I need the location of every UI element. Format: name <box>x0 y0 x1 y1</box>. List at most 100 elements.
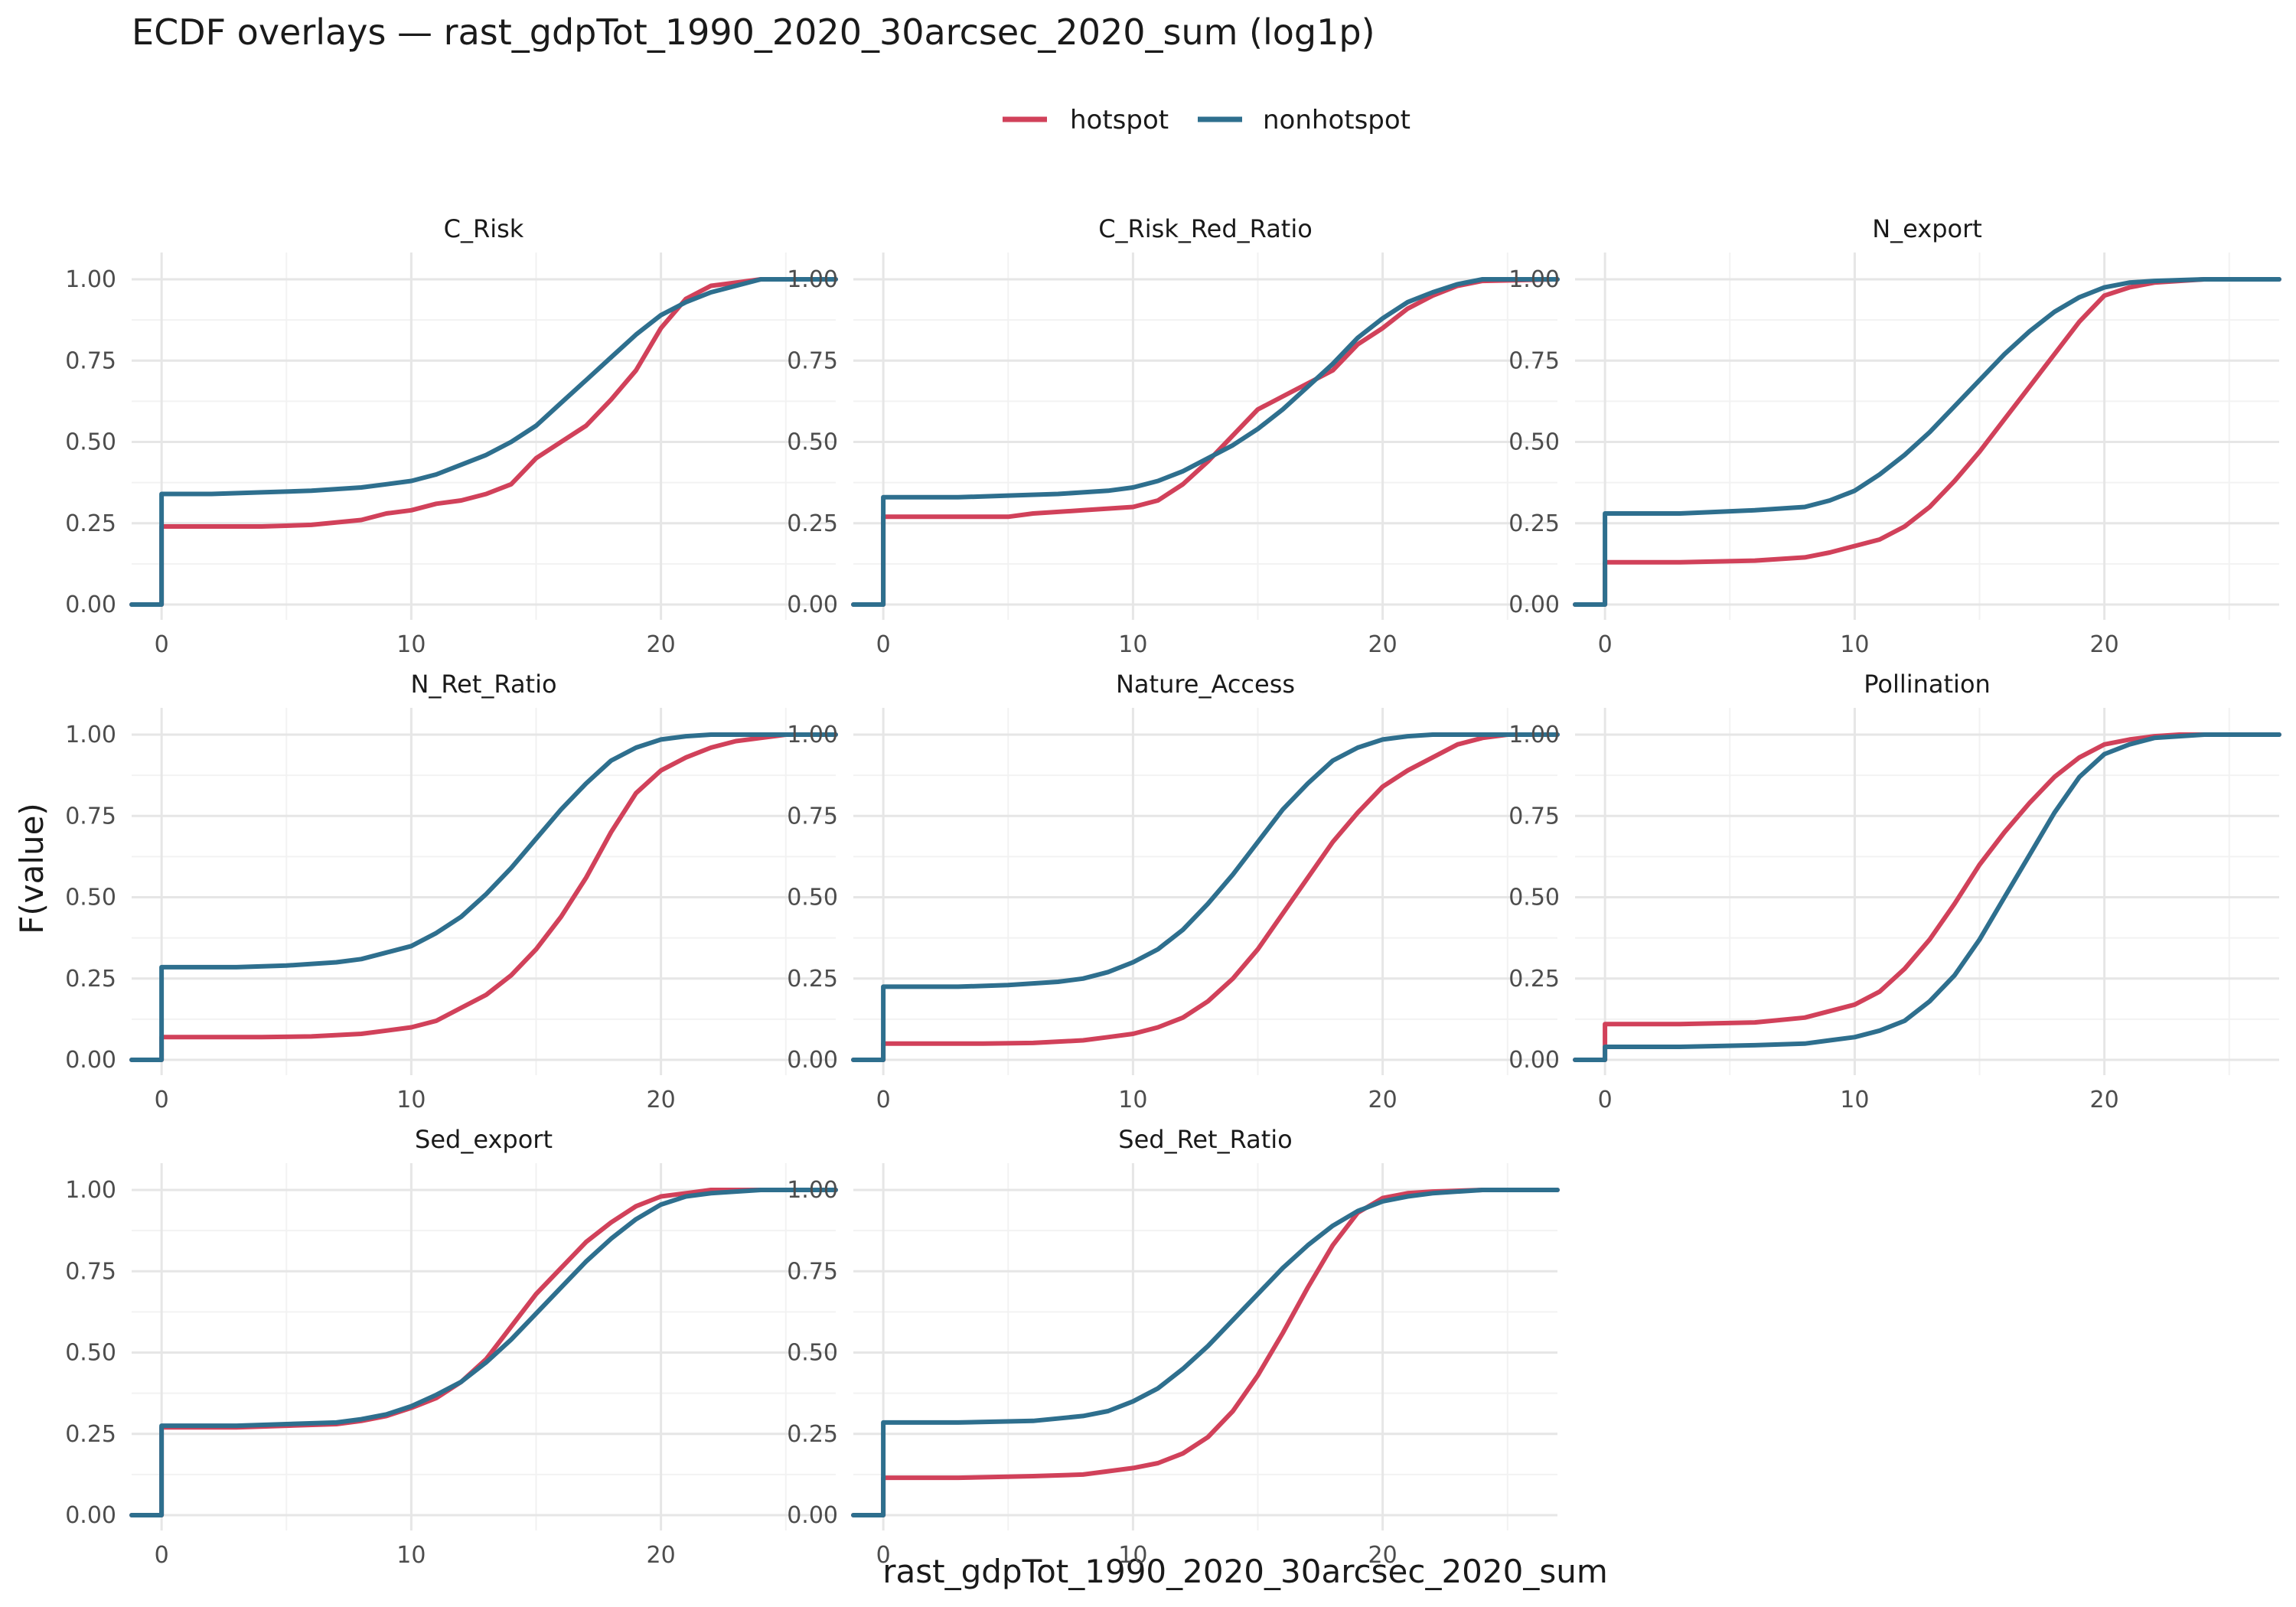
y-tick-label: 0.75 <box>1508 803 1560 830</box>
x-tick-label: 10 <box>1118 631 1147 658</box>
panel-title: N_export <box>1872 214 1982 243</box>
y-tick-label: 0.25 <box>65 1421 116 1448</box>
x-tick-label: 20 <box>2090 631 2119 658</box>
x-tick-label: 20 <box>647 631 676 658</box>
y-tick-label: 1.00 <box>787 722 838 748</box>
y-tick-label: 0.50 <box>787 429 838 456</box>
panel-N_export: N_export 0 10 20 0.00 0.25 0.50 0.75 1.00 <box>1508 214 2281 658</box>
panel-title: Pollination <box>1864 670 1991 699</box>
series-line-nonhotspot <box>851 732 1560 1062</box>
panel-title: C_Risk <box>444 214 524 243</box>
series-line-hotspot <box>129 277 838 607</box>
y-tick-label: 0.50 <box>65 429 116 456</box>
x-tick-label: 10 <box>1118 1542 1147 1569</box>
y-tick-label: 0.75 <box>787 1258 838 1285</box>
x-tick-label: 0 <box>1598 631 1613 658</box>
y-tick-label: 0.50 <box>787 1340 838 1367</box>
x-tick-label: 10 <box>1840 631 1869 658</box>
y-tick-label: 0.50 <box>65 885 116 911</box>
x-tick-label: 10 <box>1840 1087 1869 1113</box>
panel-Pollination: Pollination 0 10 20 0.00 0.25 0.50 0.75 1.00 <box>1508 670 2281 1113</box>
x-tick-label: 20 <box>1368 631 1397 658</box>
x-tick-label: 10 <box>396 1542 426 1569</box>
y-tick-label: 0.75 <box>1508 347 1560 374</box>
y-tick-label: 0.25 <box>65 966 116 993</box>
series-line-nonhotspot <box>1573 732 2281 1062</box>
x-tick-label: 0 <box>155 1542 169 1569</box>
y-axis-title: F(value) <box>13 803 51 934</box>
y-tick-label: 1.00 <box>1508 722 1560 748</box>
x-tick-label: 0 <box>1598 1087 1613 1113</box>
y-tick-label: 0.50 <box>65 1340 116 1367</box>
facet-panels: C_Risk 0 10 20 0.00 0.25 0.50 0.75 1.00 C_Risk_Re… <box>65 214 2281 1569</box>
panel-N_Ret_Ratio: N_Ret_Ratio 0 10 20 0.00 0.25 0.50 0.75 1.00 <box>65 670 838 1113</box>
y-tick-label: 0.00 <box>65 592 116 618</box>
y-tick-label: 0.00 <box>1508 592 1560 618</box>
panel-title: Sed_Ret_Ratio <box>1118 1125 1293 1154</box>
x-tick-label: 0 <box>876 631 891 658</box>
y-tick-label: 0.00 <box>1508 1047 1560 1074</box>
x-tick-label: 0 <box>876 1542 891 1569</box>
y-tick-label: 0.50 <box>1508 429 1560 456</box>
series-line-hotspot <box>1573 732 2281 1062</box>
y-tick-label: 0.25 <box>1508 510 1560 537</box>
series-line-hotspot <box>851 277 1560 607</box>
x-tick-label: 20 <box>1368 1087 1397 1113</box>
y-tick-label: 1.00 <box>1508 266 1560 293</box>
legend-label-nonhotspot: nonhotspot <box>1263 105 1411 135</box>
x-tick-label: 20 <box>647 1542 676 1569</box>
panel-Sed_Ret_Ratio: Sed_Ret_Ratio 0 10 20 0.00 0.25 0.50 0.75 1.00 <box>787 1125 1560 1569</box>
series-line-nonhotspot <box>851 1188 1560 1517</box>
x-axis-title: rast_gdpTot_1990_2020_30arcsec_2020_sum <box>882 1553 1608 1590</box>
y-tick-label: 0.00 <box>787 1502 838 1529</box>
panel-title: Sed_export <box>415 1125 553 1154</box>
x-tick-label: 10 <box>396 631 426 658</box>
y-tick-label: 0.25 <box>787 510 838 537</box>
y-tick-label: 1.00 <box>65 266 116 293</box>
series-line-nonhotspot <box>129 732 838 1062</box>
y-tick-label: 0.75 <box>65 803 116 830</box>
panel-C_Risk: C_Risk 0 10 20 0.00 0.25 0.50 0.75 1.00 <box>65 214 838 658</box>
series-line-nonhotspot <box>129 277 838 607</box>
y-tick-label: 0.25 <box>1508 966 1560 993</box>
panel-title: C_Risk_Red_Ratio <box>1098 214 1313 243</box>
y-tick-label: 0.75 <box>65 1258 116 1285</box>
y-tick-label: 0.50 <box>1508 885 1560 911</box>
y-tick-label: 0.75 <box>787 803 838 830</box>
series-line-nonhotspot <box>129 1188 838 1517</box>
y-tick-label: 0.25 <box>787 1421 838 1448</box>
panel-Sed_export: Sed_export 0 10 20 0.00 0.25 0.50 0.75 1.00 <box>65 1125 838 1569</box>
x-tick-label: 20 <box>2090 1087 2119 1113</box>
x-tick-label: 10 <box>1118 1087 1147 1113</box>
y-tick-label: 0.25 <box>787 966 838 993</box>
panel-title: N_Ret_Ratio <box>410 670 556 699</box>
y-tick-label: 0.75 <box>65 347 116 374</box>
y-tick-label: 1.00 <box>65 1177 116 1204</box>
series-line-nonhotspot <box>1573 277 2281 607</box>
x-tick-label: 10 <box>396 1087 426 1113</box>
panel-title: Nature_Access <box>1116 670 1295 699</box>
y-tick-label: 1.00 <box>787 266 838 293</box>
series-line-hotspot <box>129 732 838 1062</box>
y-tick-label: 1.00 <box>65 722 116 748</box>
x-tick-label: 0 <box>876 1087 891 1113</box>
legend: hotspot nonhotspot <box>1003 105 1411 135</box>
chart-title: ECDF overlays — rast_gdpTot_1990_2020_30… <box>132 11 1375 53</box>
series-line-hotspot <box>851 1188 1560 1517</box>
y-tick-label: 0.00 <box>65 1047 116 1074</box>
y-tick-label: 0.00 <box>787 1047 838 1074</box>
series-line-hotspot <box>851 732 1560 1062</box>
legend-label-hotspot: hotspot <box>1070 105 1169 135</box>
x-tick-label: 20 <box>1368 1542 1397 1569</box>
y-tick-label: 0.00 <box>65 1502 116 1529</box>
y-tick-label: 0.00 <box>787 592 838 618</box>
x-tick-label: 0 <box>155 1087 169 1113</box>
panel-Nature_Access: Nature_Access 0 10 20 0.00 0.25 0.50 0.75 1.00 <box>787 670 1560 1113</box>
x-tick-label: 20 <box>647 1087 676 1113</box>
series-line-nonhotspot <box>851 277 1560 607</box>
series-line-hotspot <box>1573 277 2281 607</box>
y-tick-label: 0.50 <box>787 885 838 911</box>
y-tick-label: 0.75 <box>787 347 838 374</box>
